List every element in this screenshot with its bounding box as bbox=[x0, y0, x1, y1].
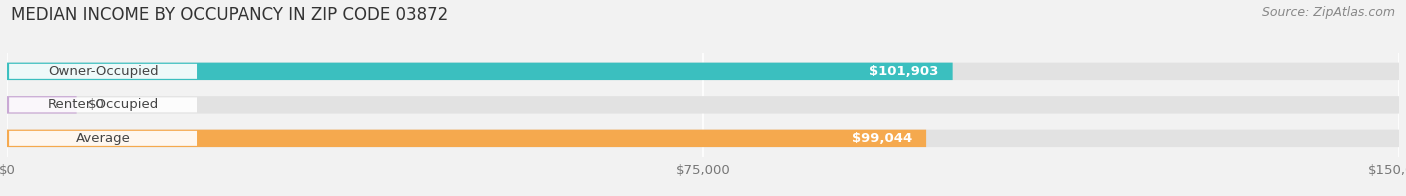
FancyBboxPatch shape bbox=[7, 96, 1399, 113]
FancyBboxPatch shape bbox=[7, 63, 1399, 80]
Text: $99,044: $99,044 bbox=[852, 132, 912, 145]
FancyBboxPatch shape bbox=[7, 96, 77, 113]
Text: $0: $0 bbox=[87, 98, 104, 111]
Text: Owner-Occupied: Owner-Occupied bbox=[48, 65, 159, 78]
Text: Source: ZipAtlas.com: Source: ZipAtlas.com bbox=[1261, 6, 1395, 19]
Text: Renter-Occupied: Renter-Occupied bbox=[48, 98, 159, 111]
FancyBboxPatch shape bbox=[8, 64, 197, 79]
Text: MEDIAN INCOME BY OCCUPANCY IN ZIP CODE 03872: MEDIAN INCOME BY OCCUPANCY IN ZIP CODE 0… bbox=[11, 6, 449, 24]
FancyBboxPatch shape bbox=[7, 130, 1399, 147]
Text: Average: Average bbox=[76, 132, 131, 145]
FancyBboxPatch shape bbox=[7, 63, 953, 80]
FancyBboxPatch shape bbox=[8, 97, 197, 112]
FancyBboxPatch shape bbox=[8, 131, 197, 146]
FancyBboxPatch shape bbox=[7, 130, 927, 147]
Text: $101,903: $101,903 bbox=[869, 65, 939, 78]
